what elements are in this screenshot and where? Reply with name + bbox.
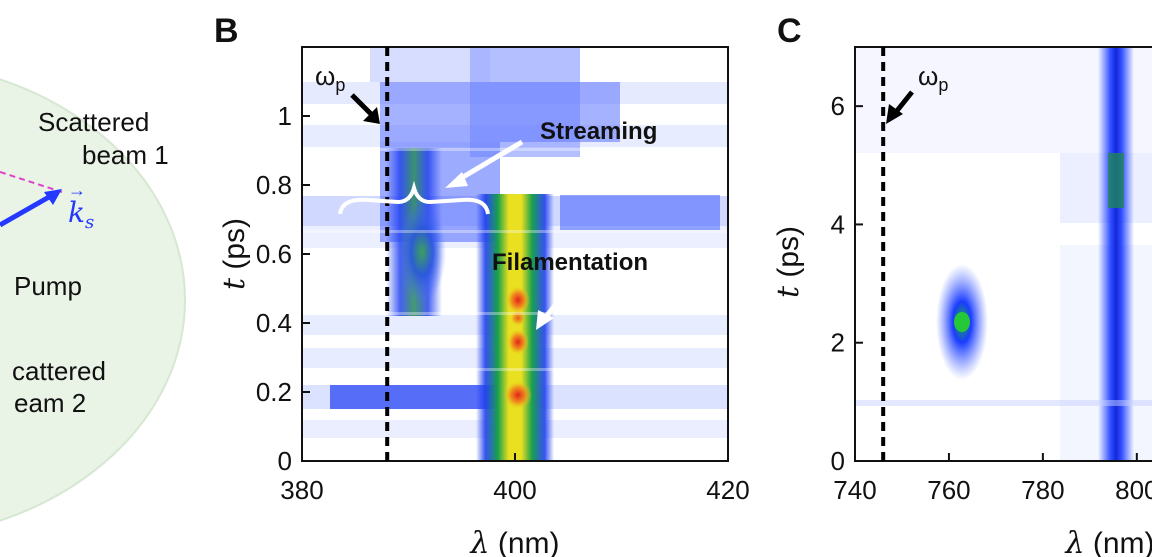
ticks-b: 380 400 420 0 0.2 0.4 0.6 0.8 1 xyxy=(256,101,750,505)
heatmap-b xyxy=(302,47,728,461)
pump-label-c: ωp xyxy=(918,61,948,95)
xtick-label-b-0: 380 xyxy=(280,475,323,505)
filamentation-arrow xyxy=(543,280,576,320)
ytick-label-b-1: 0.2 xyxy=(256,377,292,407)
pump-arrowhead-b xyxy=(363,107,380,124)
ytick-label-b-4: 0.8 xyxy=(256,170,292,200)
label-scattered-beam2-line1: cattered xyxy=(12,356,106,386)
label-scattered-beam2-line2: eam 2 xyxy=(14,388,86,418)
label-pump: Pump xyxy=(14,271,82,301)
k-vector-over-arrow: → xyxy=(68,180,86,200)
pump-label-b: ωp xyxy=(315,61,345,95)
xlabel-b-unit: (nm) xyxy=(490,527,560,557)
scatter-dashed-line xyxy=(0,171,63,193)
label-scattered-beam1-line2: beam 1 xyxy=(82,140,169,170)
ylabel-b-symbol: t xyxy=(217,277,252,290)
axes-frame-c xyxy=(854,46,1152,462)
ytick-label-c-2: 4 xyxy=(831,209,845,239)
k-vector-arrow xyxy=(0,190,58,228)
pump-label-b-symbol: ω xyxy=(315,61,335,91)
ticks-c: 740 760 780 800 0 2 4 6 xyxy=(831,91,1152,505)
beam-ellipse xyxy=(0,78,186,522)
k-vector-subscript: s xyxy=(85,212,94,233)
xtick-label-c-3: 800 xyxy=(1115,475,1152,505)
pump-arrowhead-c xyxy=(886,104,903,124)
xlabel-c-symbol: λ xyxy=(1064,526,1084,557)
xtick-label-c-2: 780 xyxy=(1021,475,1064,505)
k-vector-symbol: k xyxy=(68,196,85,229)
ytick-label-c-0: 0 xyxy=(831,446,845,476)
streaming-arrow xyxy=(456,139,524,183)
pump-label-c-sub: p xyxy=(938,75,948,95)
pump-label-c-symbol: ω xyxy=(918,61,938,91)
streaming-arrowhead xyxy=(445,172,468,188)
ylabel-b: t (ps) xyxy=(217,218,252,290)
pump-arrow-b xyxy=(350,93,374,117)
ylabel-c: t (ps) xyxy=(771,226,806,298)
ytick-label-c-1: 2 xyxy=(831,328,845,358)
annotation-streaming: Streaming xyxy=(540,118,657,145)
xlabel-b-symbol: λ xyxy=(469,526,489,557)
xlabel-c: λ (nm) xyxy=(1064,526,1152,557)
xtick-label-c-1: 760 xyxy=(927,475,970,505)
xtick-label-c-0: 740 xyxy=(833,475,876,505)
panel-a-fragment: ks → xyxy=(0,78,186,522)
filamentation-arrowhead xyxy=(536,310,554,330)
xlabel-b: λ (nm) xyxy=(469,526,559,557)
ytick-label-c-3: 6 xyxy=(831,91,845,121)
annotation-filamentation: Filamentation xyxy=(492,249,648,276)
ytick-label-b-3: 0.6 xyxy=(256,239,292,269)
k-vector-arrowhead xyxy=(44,189,62,205)
streaming-brace xyxy=(338,180,490,215)
ytick-label-b-2: 0.4 xyxy=(256,308,292,338)
xlabel-c-unit: (nm) xyxy=(1085,527,1152,557)
k-vector-label: ks xyxy=(68,196,94,233)
label-scattered-beam1-line1: Scattered xyxy=(38,107,149,137)
panel-label-c: C xyxy=(777,12,802,50)
ylabel-c-symbol: t xyxy=(771,285,806,298)
ytick-label-b-5: 1 xyxy=(278,101,292,131)
panel-label-b: B xyxy=(214,12,239,50)
ylabel-b-unit: (ps) xyxy=(218,218,251,278)
pump-arrow-c xyxy=(894,90,914,114)
pump-label-b-sub: p xyxy=(335,75,345,95)
ylabel-c-unit: (ps) xyxy=(772,226,805,286)
heatmap-c xyxy=(855,47,1152,461)
xtick-label-b-2: 420 xyxy=(706,475,749,505)
ytick-label-b-0: 0 xyxy=(278,446,292,476)
xtick-label-b-1: 400 xyxy=(493,475,536,505)
